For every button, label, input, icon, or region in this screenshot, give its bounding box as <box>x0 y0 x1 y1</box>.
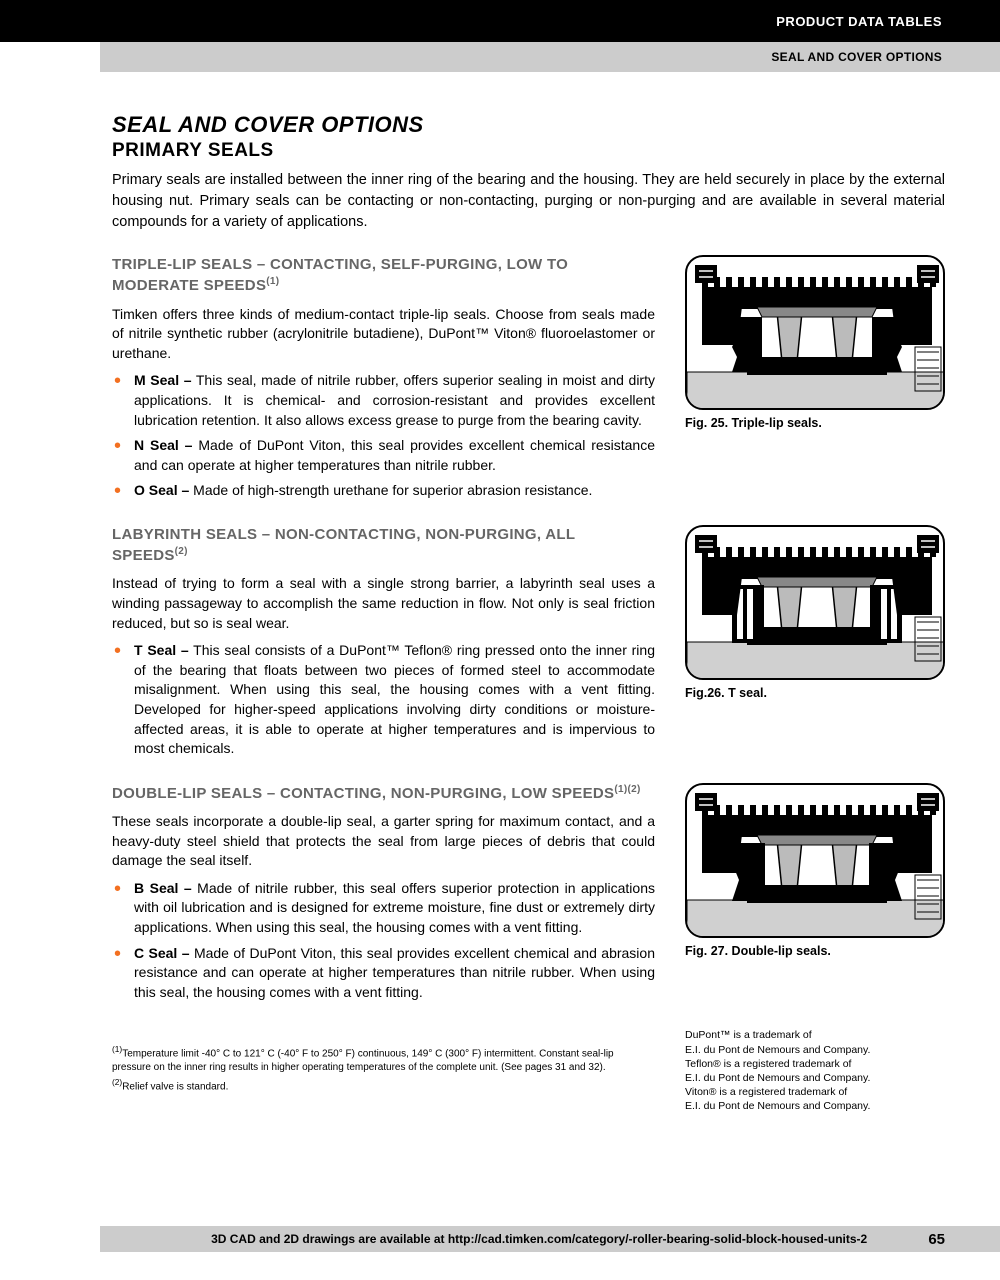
section-heading: TRIPLE-LIP SEALS – CONTACTING, SELF-PURG… <box>112 255 655 297</box>
page-content: SEAL AND COVER OPTIONS PRIMARY SEALS Pri… <box>0 72 1000 1113</box>
trademark-col: DuPont™ is a trademark ofE.I. du Pont de… <box>685 1026 945 1113</box>
page-number: 65 <box>928 1231 945 1248</box>
seal-list-item: M Seal – This seal, made of nitrile rubb… <box>130 371 655 430</box>
section-row: DOUBLE-LIP SEALS – CONTACTING, NON-PURGI… <box>112 783 945 1009</box>
seal-list: M Seal – This seal, made of nitrile rubb… <box>112 371 655 501</box>
footnotes: (1)Temperature limit -40° C to 121° C (-… <box>112 1044 655 1093</box>
trademark-line: E.I. du Pont de Nemours and Company. <box>685 1071 945 1085</box>
footer-text: 3D CAD and 2D drawings are available at … <box>150 1232 928 1246</box>
section-heading: LABYRINTH SEALS – NON-CONTACTING, NON-PU… <box>112 525 655 567</box>
seal-diagram <box>685 783 945 938</box>
seal-list-item: B Seal – Made of nitrile rubber, this se… <box>130 879 655 938</box>
footer-bar: 3D CAD and 2D drawings are available at … <box>100 1226 1000 1252</box>
sections-container: TRIPLE-LIP SEALS – CONTACTING, SELF-PURG… <box>112 255 945 1008</box>
section-right: Fig. 27. Double-lip seals. <box>685 783 945 1009</box>
section-left: DOUBLE-LIP SEALS – CONTACTING, NON-PURGI… <box>112 783 655 1009</box>
seal-list: T Seal – This seal consists of a DuPont™… <box>112 641 655 759</box>
seal-diagram <box>685 525 945 680</box>
footnotes-col: (1)Temperature limit -40° C to 121° C (-… <box>112 1026 655 1113</box>
header-line2: SEAL AND COVER OPTIONS <box>771 50 942 64</box>
footnote: (2)Relief valve is standard. <box>112 1077 625 1094</box>
section-text: These seals incorporate a double-lip sea… <box>112 812 655 871</box>
trademark-line: DuPont™ is a trademark of <box>685 1028 945 1042</box>
intro-text: Primary seals are installed between the … <box>112 170 945 233</box>
trademark-line: Viton® is a registered trademark of <box>685 1085 945 1099</box>
figure-caption: Fig. 27. Double-lip seals. <box>685 944 945 958</box>
trademark-line: E.I. du Pont de Nemours and Company. <box>685 1099 945 1113</box>
seal-list-item: O Seal – Made of high-strength urethane … <box>130 481 655 501</box>
trademark-line: E.I. du Pont de Nemours and Company. <box>685 1043 945 1057</box>
seal-list-item: N Seal – Made of DuPont Viton, this seal… <box>130 436 655 475</box>
section-text: Timken offers three kinds of medium-cont… <box>112 305 655 364</box>
header-line1: PRODUCT DATA TABLES <box>776 14 942 29</box>
subtitle: PRIMARY SEALS <box>112 140 945 162</box>
main-title: SEAL AND COVER OPTIONS <box>112 112 945 138</box>
section-left: TRIPLE-LIP SEALS – CONTACTING, SELF-PURG… <box>112 255 655 507</box>
figure-caption: Fig. 25. Triple-lip seals. <box>685 416 945 430</box>
seal-list-item: T Seal – This seal consists of a DuPont™… <box>130 641 655 759</box>
seal-list: B Seal – Made of nitrile rubber, this se… <box>112 879 655 1003</box>
header-black-bar: PRODUCT DATA TABLES <box>0 0 1000 42</box>
section-left: LABYRINTH SEALS – NON-CONTACTING, NON-PU… <box>112 525 655 765</box>
trademark-line: Teflon® is a registered trademark of <box>685 1057 945 1071</box>
seal-list-item: C Seal – Made of DuPont Viton, this seal… <box>130 944 655 1003</box>
figure-caption: Fig.26. T seal. <box>685 686 945 700</box>
trademark-block: DuPont™ is a trademark ofE.I. du Pont de… <box>685 1028 945 1113</box>
section-row: LABYRINTH SEALS – NON-CONTACTING, NON-PU… <box>112 525 945 765</box>
seal-diagram <box>685 255 945 410</box>
section-right: Fig. 25. Triple-lip seals. <box>685 255 945 507</box>
section-right: Fig.26. T seal. <box>685 525 945 765</box>
section-heading: DOUBLE-LIP SEALS – CONTACTING, NON-PURGI… <box>112 783 655 804</box>
section-row: TRIPLE-LIP SEALS – CONTACTING, SELF-PURG… <box>112 255 945 507</box>
section-text: Instead of trying to form a seal with a … <box>112 574 655 633</box>
footnote: (1)Temperature limit -40° C to 121° C (-… <box>112 1044 625 1074</box>
bottom-row: (1)Temperature limit -40° C to 121° C (-… <box>112 1026 945 1113</box>
header-gray-bar: SEAL AND COVER OPTIONS <box>100 42 1000 72</box>
